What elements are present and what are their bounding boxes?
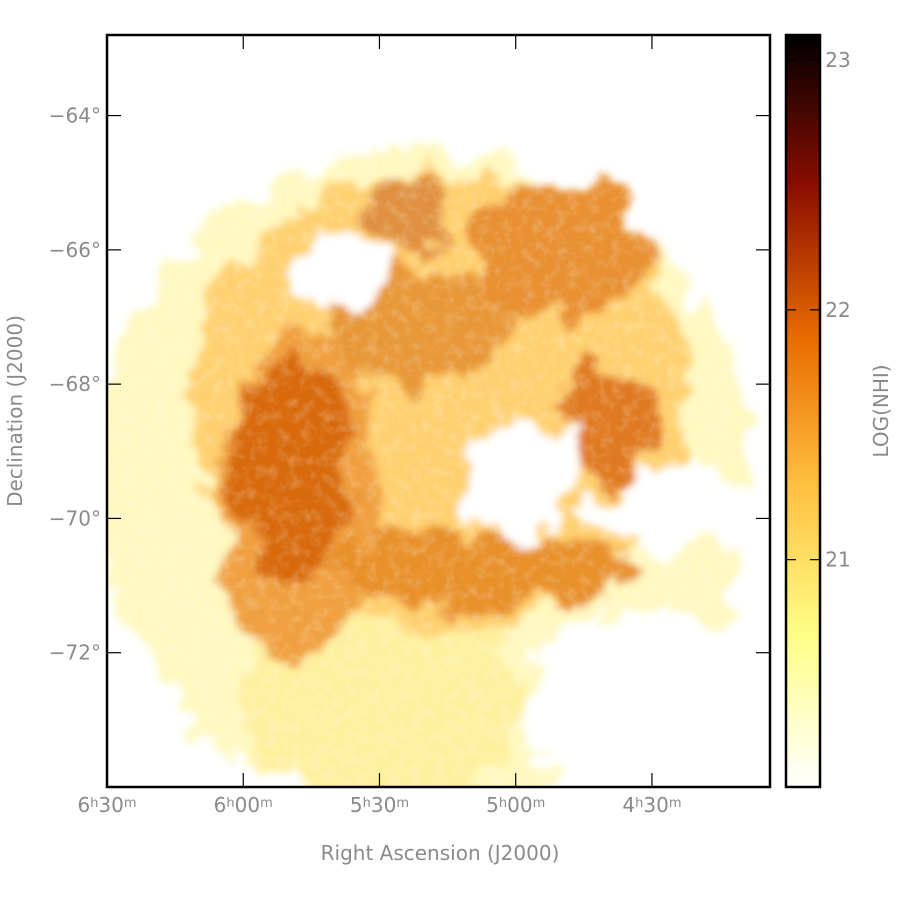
- y-tick-label: −64°: [49, 104, 101, 128]
- y-axis-label: Declination (J2000): [3, 315, 27, 507]
- colorbar-label: LOG(NHI): [869, 364, 893, 457]
- x-tick-label: 4h30m: [622, 793, 681, 817]
- colorbar-tick-label: 23: [825, 48, 850, 72]
- x-axis-label: Right Ascension (J2000): [321, 841, 560, 865]
- y-tick-label: −68°: [49, 372, 101, 396]
- colorbar-tick-label: 22: [825, 298, 850, 322]
- colorbar: [784, 33, 822, 789]
- colorbar-tick-label: 21: [825, 548, 850, 572]
- x-tick-label: 6h30m: [77, 793, 136, 817]
- y-tick-label: −70°: [49, 506, 101, 530]
- x-tick-label: 5h00m: [486, 793, 545, 817]
- plot-frame: [105, 33, 772, 789]
- y-tick-label: −66°: [49, 238, 101, 262]
- hi-map: [107, 35, 770, 787]
- x-tick-label: 6h00m: [214, 793, 273, 817]
- y-tick-label: −72°: [49, 641, 101, 665]
- x-tick-label: 5h30m: [350, 793, 409, 817]
